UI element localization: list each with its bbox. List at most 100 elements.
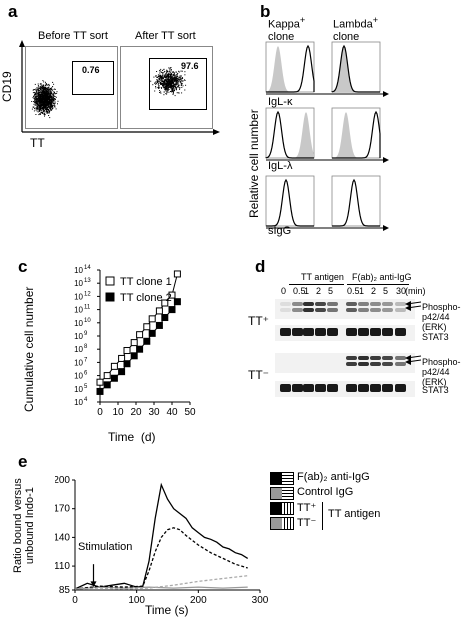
ratio-axis-line2: unbound Indo-1 xyxy=(24,487,36,565)
panel-label-b: b xyxy=(260,2,271,21)
flow-dot xyxy=(49,104,51,106)
flow-dot xyxy=(166,84,167,86)
flow-dot xyxy=(164,89,166,91)
flow-dot xyxy=(42,95,44,97)
flow-dot xyxy=(179,88,180,90)
flow-dot xyxy=(156,81,158,83)
flow-dot xyxy=(54,97,55,99)
flow-dot xyxy=(39,98,41,100)
flow-dot xyxy=(181,70,183,72)
flow-dot xyxy=(46,99,48,101)
flow-dot xyxy=(172,79,174,80)
flow-dot xyxy=(50,91,52,93)
flow-dot xyxy=(162,83,164,85)
flow-dot xyxy=(48,115,50,116)
flow-dot xyxy=(44,90,46,92)
flow-dot xyxy=(159,75,161,77)
panel-e-legend: F(ab)₂ anti-IgG Control IgG TT⁺ TT⁻ TT a… xyxy=(270,471,470,542)
flow-dot xyxy=(39,109,41,110)
flow-dot xyxy=(52,101,54,103)
flow-dot xyxy=(40,90,42,92)
flow-dot xyxy=(46,89,48,91)
flow-dot xyxy=(43,86,44,88)
flow-dot xyxy=(43,89,45,91)
flow-dot xyxy=(51,105,53,107)
flow-dot xyxy=(41,87,43,89)
flow-dot xyxy=(180,70,182,72)
phospho-text-2: Phospho- xyxy=(422,357,461,367)
flow-dot xyxy=(159,78,161,79)
c-y-tick-exp: 14 xyxy=(84,265,91,271)
flow-dot xyxy=(181,83,183,85)
flow-dot xyxy=(173,83,175,85)
growth-point xyxy=(96,378,104,386)
flow-dot xyxy=(166,85,168,87)
flow-dot xyxy=(49,103,51,105)
flow-dot xyxy=(165,88,167,90)
flow-dot xyxy=(41,102,43,104)
c-y-tick-exp: 4 xyxy=(84,397,88,403)
flow-dot xyxy=(180,78,182,80)
flow-dot xyxy=(34,83,36,85)
blot-band xyxy=(280,302,291,306)
flow-dot xyxy=(167,76,169,78)
flow-dot xyxy=(169,80,171,82)
flow-dot xyxy=(40,109,42,111)
flow-dot xyxy=(51,96,53,98)
flow-dot xyxy=(168,85,169,87)
flow-dot xyxy=(39,110,40,112)
blot-band xyxy=(382,356,393,360)
flow-dot xyxy=(44,110,46,112)
flow-dot xyxy=(53,95,55,97)
flow-dot xyxy=(168,76,170,78)
flow-dot xyxy=(161,83,163,85)
flow-dot xyxy=(167,78,169,80)
flow-dot xyxy=(169,82,171,84)
flow-dot xyxy=(180,77,182,79)
flow-dot xyxy=(35,114,37,115)
stat3-label-1: STAT3 xyxy=(422,332,449,342)
flow-dot xyxy=(44,85,46,86)
flow-dot xyxy=(49,98,51,100)
flow-dot xyxy=(48,111,50,113)
flow-dot xyxy=(55,108,57,110)
flow-dot xyxy=(155,81,157,83)
flow-dot xyxy=(46,100,48,102)
blot-band xyxy=(327,308,338,312)
flow-dot xyxy=(36,91,38,92)
flow-dot xyxy=(168,84,170,86)
flow-dot xyxy=(159,77,161,79)
flow-dot xyxy=(45,92,47,94)
c-y-tick-exp: 8 xyxy=(84,344,88,350)
c-y-tick-exp: 10 xyxy=(84,318,91,324)
flow-dot xyxy=(44,97,46,99)
flow-dot xyxy=(159,78,161,80)
flow-dot xyxy=(49,93,51,94)
flow-dot xyxy=(35,104,36,106)
flow-dot xyxy=(167,87,169,89)
flow-dot xyxy=(44,96,46,98)
flow-dot xyxy=(38,95,40,97)
growth-point xyxy=(173,298,181,306)
flow-dot xyxy=(49,97,51,98)
flow-dot xyxy=(163,86,165,88)
e-y-tick-label: 200 xyxy=(55,475,70,486)
flow-dot xyxy=(163,83,165,84)
flow-dot xyxy=(167,89,169,91)
flow-dot xyxy=(174,83,176,85)
blot-band xyxy=(327,328,338,336)
flow-dot xyxy=(48,109,50,110)
flow-dot xyxy=(44,89,46,91)
flow-dot xyxy=(161,77,163,79)
flow-dot xyxy=(48,103,49,105)
flow-dot xyxy=(174,78,176,80)
flow-dot xyxy=(47,110,49,112)
flow-dot xyxy=(49,101,51,103)
flow-dot xyxy=(39,106,41,108)
flow-dot xyxy=(47,99,49,101)
flow-dot xyxy=(47,93,49,94)
flow-dot xyxy=(47,87,49,89)
flow-dot xyxy=(182,80,184,82)
flow-dot xyxy=(47,105,49,106)
flow-dot xyxy=(33,101,34,103)
